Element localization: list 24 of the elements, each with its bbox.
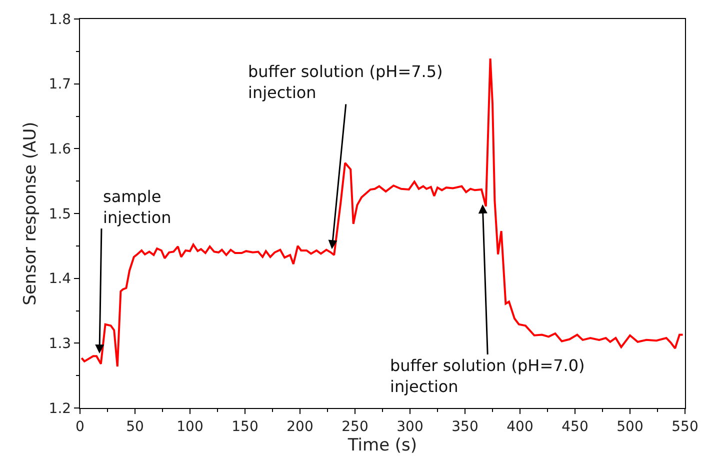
- annotation: buffer solution (pH=7.5) injection: [248, 62, 443, 102]
- y-tick-label: 1.7: [48, 76, 72, 93]
- x-tick-label: 100: [176, 418, 204, 435]
- annotation: sample injection: [103, 187, 172, 227]
- x-axis-title: Time (s): [346, 435, 418, 456]
- y-tick-label: 1.6: [48, 142, 72, 158]
- x-tick-label: 50: [126, 418, 144, 435]
- y-tick-label: 1.8: [48, 12, 72, 28]
- x-tick-label: 400: [506, 418, 534, 435]
- x-tick-label: 550: [672, 418, 698, 435]
- x-tick-label: 300: [396, 418, 424, 435]
- y-tick-label: 1.5: [48, 206, 72, 222]
- x-tick-label: 350: [452, 418, 478, 435]
- x-tick-label: 150: [232, 418, 258, 435]
- x-tick-label: 450: [562, 418, 588, 435]
- annotation: buffer solution (pH=7.0) injection: [390, 356, 585, 396]
- x-tick-label: 250: [342, 418, 368, 435]
- x-tick-label: 200: [286, 418, 314, 435]
- x-tick-label: 500: [616, 418, 644, 435]
- y-tick-label: 1.4: [48, 271, 72, 288]
- y-tick-label: 1.3: [48, 336, 72, 352]
- y-tick-label: 1.2: [48, 400, 72, 417]
- x-tick-label: 0: [76, 418, 84, 435]
- y-axis-title: Sensor response (AU): [20, 122, 40, 306]
